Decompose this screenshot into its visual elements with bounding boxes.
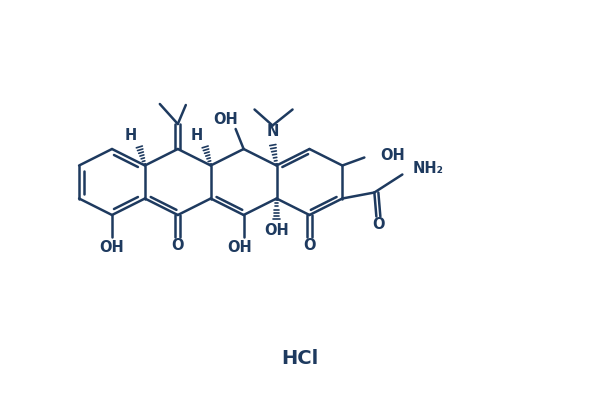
Text: OH: OH: [227, 240, 252, 254]
Text: H: H: [191, 128, 203, 143]
Text: N: N: [266, 124, 279, 139]
Text: O: O: [372, 217, 385, 232]
Text: OH: OH: [380, 148, 405, 163]
Text: HCl: HCl: [281, 348, 319, 368]
Text: O: O: [172, 238, 184, 254]
Text: OH: OH: [264, 223, 289, 238]
Text: H: H: [125, 128, 137, 143]
Text: OH: OH: [213, 112, 238, 126]
Text: OH: OH: [100, 240, 124, 254]
Text: O: O: [303, 238, 316, 254]
Text: NH₂: NH₂: [412, 161, 443, 176]
